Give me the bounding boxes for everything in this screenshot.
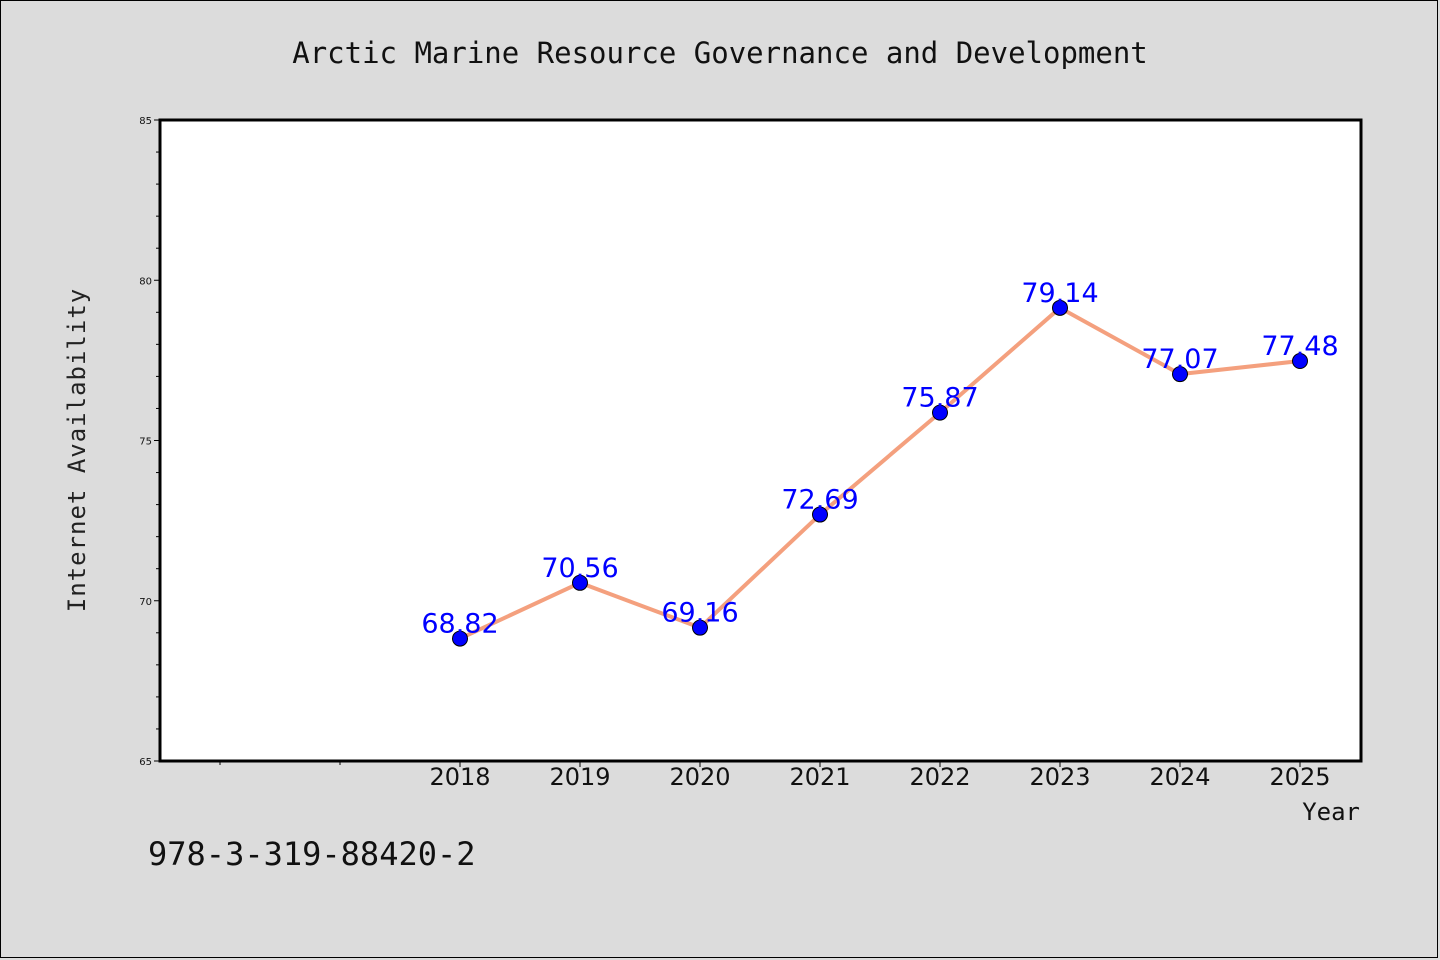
series-line bbox=[459, 305, 1301, 641]
y-tick-label: 75 bbox=[139, 437, 152, 448]
x-tick-label: 2021 bbox=[789, 763, 850, 791]
data-label: 77.07 bbox=[1141, 344, 1218, 375]
data-point bbox=[812, 506, 828, 523]
y-tick-label: 80 bbox=[139, 276, 152, 287]
x-tick-label: 2024 bbox=[1149, 763, 1210, 791]
data-point bbox=[692, 619, 708, 636]
data-label: 68.82 bbox=[421, 609, 498, 640]
data-label: 75.87 bbox=[901, 383, 978, 414]
x-tick-label: 2023 bbox=[1029, 763, 1090, 791]
data-point bbox=[1172, 366, 1188, 383]
y-tick-label: 70 bbox=[139, 597, 152, 608]
data-point bbox=[572, 574, 588, 591]
data-point bbox=[932, 404, 948, 421]
data-label: 69.16 bbox=[661, 598, 738, 629]
data-label: 72.69 bbox=[781, 485, 858, 516]
x-axis-label: Year bbox=[1302, 798, 1360, 826]
data-point bbox=[452, 630, 468, 647]
series-group bbox=[452, 299, 1308, 647]
x-tick-label: 2018 bbox=[429, 763, 490, 791]
footer-isbn: 978-3-319-88420-2 bbox=[148, 835, 476, 873]
y-axis-label: Internet Availability bbox=[63, 288, 91, 612]
y-tick-label: 85 bbox=[139, 116, 152, 127]
plot-area bbox=[160, 120, 1361, 761]
plot-border bbox=[158, 118, 1363, 763]
x-tick-label: 2025 bbox=[1269, 763, 1330, 791]
data-label: 79.14 bbox=[1021, 278, 1098, 309]
chart-title: Arctic Marine Resource Governance and De… bbox=[292, 36, 1148, 70]
x-tick-label: 2019 bbox=[549, 763, 610, 791]
data-point bbox=[1292, 353, 1308, 370]
data-label: 77.48 bbox=[1261, 331, 1338, 362]
data-point bbox=[1052, 299, 1068, 316]
data-labels: 68.82 70.56 69.16 72.69 75.87 79.14 77.07 77.48 bbox=[421, 278, 1338, 640]
y-tick-label: 65 bbox=[139, 757, 152, 768]
x-tick-label: 2022 bbox=[909, 763, 970, 791]
x-tick-label: 2020 bbox=[669, 763, 730, 791]
data-label: 70.56 bbox=[541, 553, 618, 584]
y-axis-ticks: 65 70 75 80 85 bbox=[139, 116, 160, 768]
x-axis-ticks: 2018 2019 2020 2021 2022 2023 2024 2025 bbox=[219, 761, 1331, 791]
